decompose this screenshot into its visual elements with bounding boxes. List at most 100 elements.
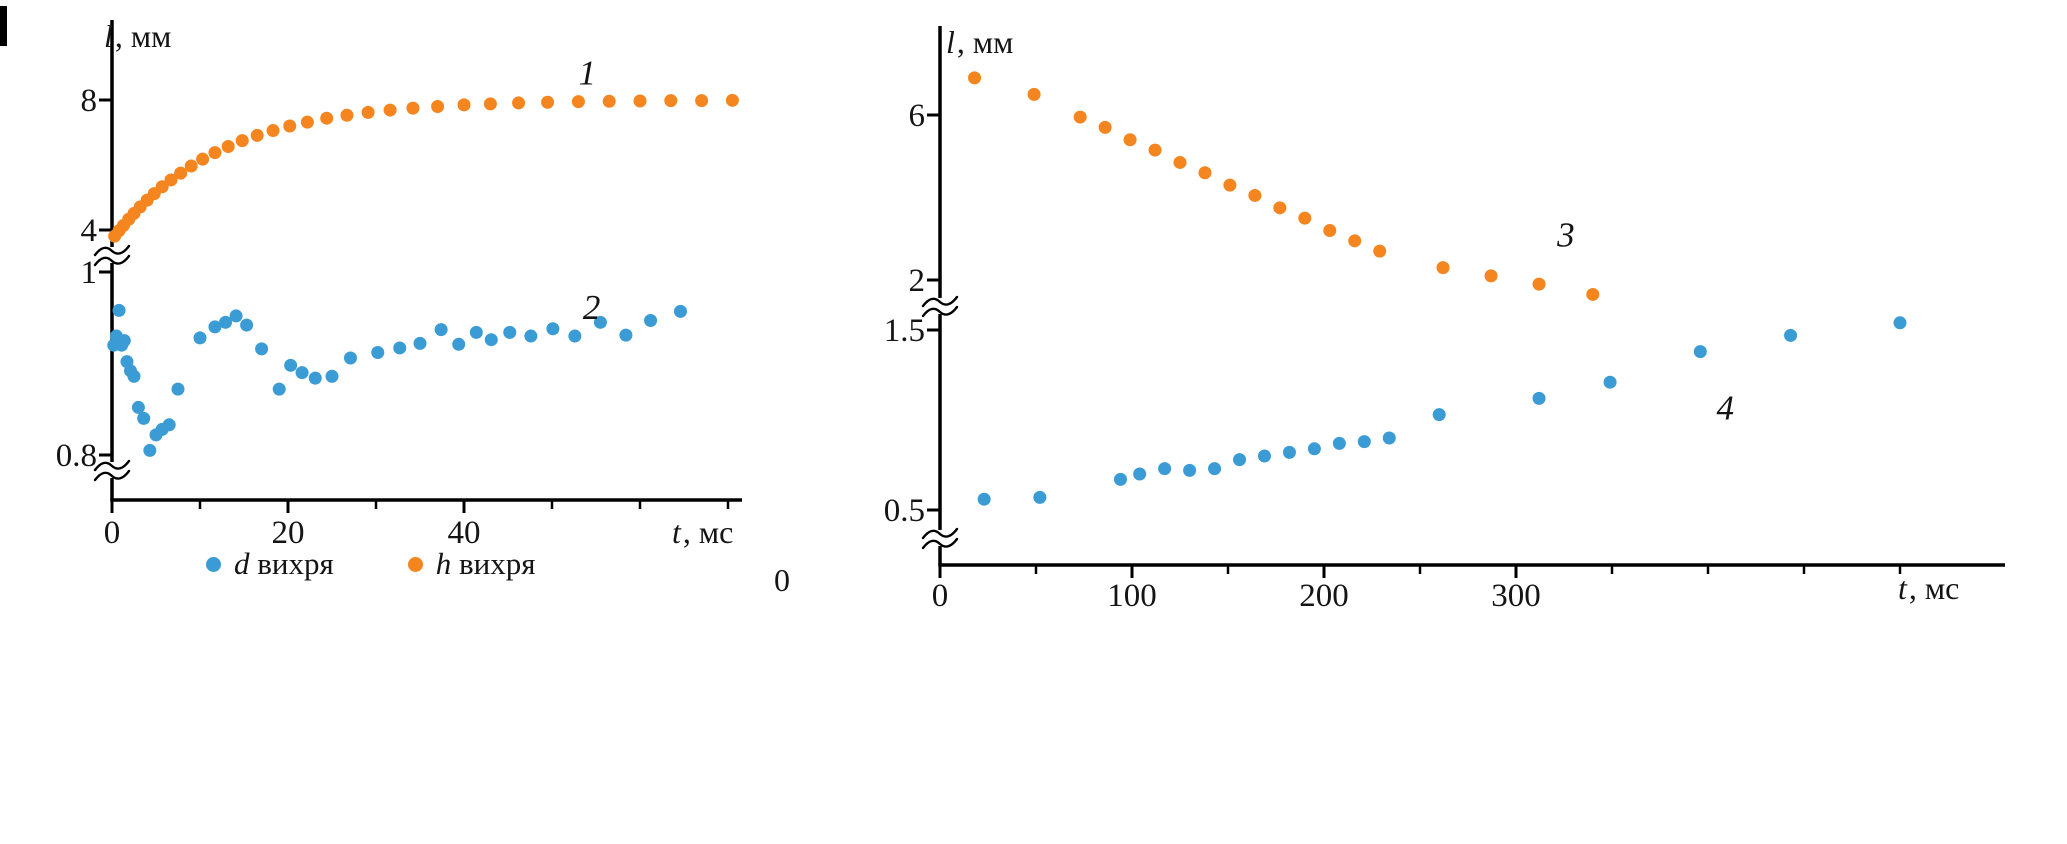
left-chart-x-axis-title: t, мс — [672, 514, 734, 550]
axis-break-icon — [93, 459, 131, 482]
data-point — [568, 329, 582, 343]
data-point — [208, 320, 222, 334]
data-point — [343, 351, 357, 365]
data-point — [673, 304, 687, 318]
legend-item-label: d вихря — [234, 546, 334, 581]
x-tick-label: 0 — [104, 515, 121, 551]
data-point — [483, 97, 497, 111]
data-point — [977, 492, 991, 506]
data-point — [229, 309, 243, 323]
data-point — [1436, 261, 1450, 275]
data-point — [1282, 445, 1296, 459]
data-point — [1208, 462, 1222, 476]
data-point — [571, 95, 585, 109]
axis-break-icon — [921, 527, 959, 550]
data-point — [193, 331, 207, 345]
data-point — [1233, 453, 1247, 467]
data-point — [413, 336, 427, 350]
data-point — [1382, 431, 1396, 445]
data-point — [219, 315, 233, 329]
curve-label-4: 4 — [1717, 388, 1735, 427]
x-tick-label: 300 — [1491, 578, 1541, 614]
legend-item-label: h вихря — [435, 546, 536, 581]
x-tick-label: 20 — [272, 515, 305, 551]
data-point — [484, 333, 498, 347]
curve-label-1: 1 — [578, 53, 596, 92]
data-point — [1033, 490, 1047, 504]
data-point — [340, 108, 354, 122]
data-point — [320, 111, 334, 125]
data-point — [431, 100, 445, 113]
data-point — [1307, 442, 1321, 456]
data-point — [406, 101, 420, 115]
data-point — [1323, 224, 1337, 237]
data-point — [593, 315, 607, 329]
data-point — [295, 366, 309, 380]
data-point — [695, 94, 709, 108]
data-point — [1257, 449, 1271, 463]
data-point — [235, 134, 249, 148]
data-point — [457, 98, 471, 112]
data-point — [1603, 375, 1617, 389]
data-point — [1027, 87, 1041, 101]
data-point — [1173, 155, 1187, 169]
data-point — [452, 337, 466, 351]
data-point — [117, 334, 131, 348]
data-point — [524, 329, 538, 343]
data-point — [184, 159, 198, 173]
data-point — [283, 119, 297, 133]
legend-item-h-vortex: h вихря — [407, 546, 536, 582]
series-2 — [107, 303, 687, 457]
left-chart-y-axis-title: l, мм — [104, 18, 172, 54]
series-1 — [108, 93, 739, 243]
data-point — [434, 323, 448, 337]
data-point — [174, 166, 188, 180]
data-point — [1273, 201, 1287, 215]
data-point — [541, 95, 555, 109]
data-point — [602, 94, 616, 108]
y-tick-label: 0.5 — [884, 493, 925, 529]
data-point — [1432, 408, 1446, 422]
data-point — [1098, 120, 1112, 134]
data-point — [325, 369, 339, 383]
data-point — [1784, 328, 1798, 342]
data-point — [546, 322, 560, 336]
legend: d вихря h вихря — [206, 546, 536, 582]
legend-marker-circle-icon — [206, 556, 221, 572]
data-point — [968, 71, 982, 85]
data-point — [1198, 166, 1212, 180]
x-tick-label: 40 — [448, 515, 481, 551]
data-point — [619, 328, 633, 342]
y-axis-symbol: l — [104, 18, 113, 54]
data-point — [1893, 316, 1907, 330]
x-tick-label: 0 — [932, 578, 949, 614]
data-point — [1693, 345, 1707, 359]
x-tick-label: 200 — [1299, 578, 1349, 614]
data-point — [1183, 463, 1197, 477]
data-point — [1123, 133, 1137, 147]
y-tick-label: 1.5 — [884, 313, 925, 349]
x-axis-symbol: t — [672, 514, 681, 550]
data-point — [164, 173, 178, 187]
data-point — [361, 105, 375, 119]
data-point — [644, 313, 658, 327]
data-point — [137, 411, 151, 425]
data-point — [1373, 244, 1387, 258]
y-tick-label: 8 — [81, 83, 98, 119]
curve-label-3: 3 — [1556, 216, 1575, 255]
data-point — [1223, 178, 1237, 192]
axis-break-icon — [93, 244, 131, 267]
data-point — [131, 400, 145, 414]
legend-marker-circle-icon — [407, 556, 423, 572]
data-point — [171, 382, 185, 396]
data-point — [503, 325, 517, 339]
chart-panel-2: 0 100 200 300 2 6 0.5 1.5 3 4 — [884, 26, 2005, 614]
data-point — [221, 139, 235, 153]
stray-zero-label: 0 — [774, 562, 790, 598]
curve-label-2: 2 — [583, 288, 601, 327]
data-point — [155, 180, 169, 194]
y-tick-label: 2 — [909, 263, 926, 299]
data-point — [1073, 110, 1087, 124]
data-point — [1586, 287, 1600, 301]
